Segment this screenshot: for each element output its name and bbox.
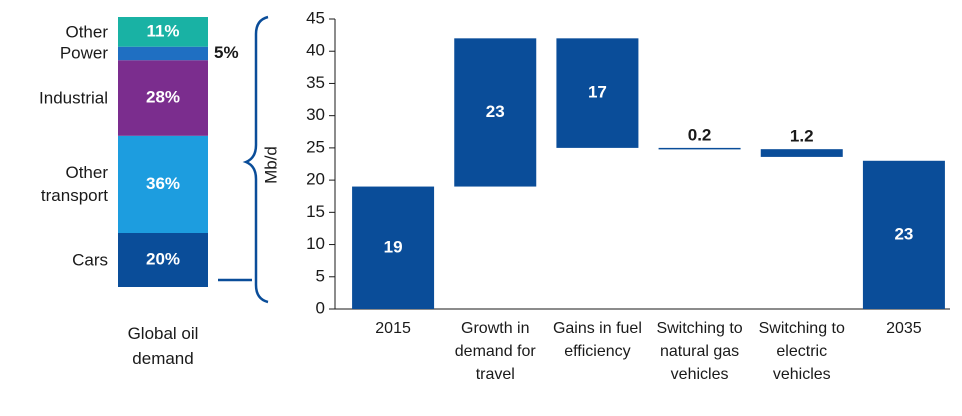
x-tick-label: 2035 <box>886 320 922 337</box>
x-tick-label: Gains in fuel efficiency <box>552 320 642 360</box>
bar <box>556 38 639 148</box>
value-label: 0.2 <box>688 125 712 144</box>
x-tick-label: Switching to electric vehicles <box>758 320 845 383</box>
segment-name: Industrial <box>39 88 108 108</box>
y-tick-label: 30 <box>306 105 325 124</box>
bar <box>352 186 435 309</box>
segment-name: Other transport <box>40 163 108 206</box>
value-label: 19 <box>384 237 403 256</box>
bar <box>454 38 537 187</box>
value-label: 20% <box>146 249 180 268</box>
value-label: 11% <box>146 21 179 40</box>
y-tick-label: 10 <box>306 234 325 253</box>
bar-segment <box>118 233 208 287</box>
bar-segment <box>118 60 208 136</box>
value-label: 28% <box>146 87 180 106</box>
segment-name: Power <box>59 43 108 63</box>
segment-name: Cars <box>72 250 108 270</box>
y-tick-label: 20 <box>306 170 325 189</box>
value-label: 23 <box>486 102 505 121</box>
y-tick-label: 25 <box>306 137 325 156</box>
y-tick-label: 40 <box>306 41 325 60</box>
bar-segment <box>118 135 208 233</box>
value-label: 1.2 <box>790 127 814 146</box>
x-tick-label: Global oil demand <box>127 324 199 368</box>
bar <box>862 160 945 309</box>
x-tick-label: Growth in demand for travel <box>454 320 536 383</box>
x-tick-label: Switching to natural gas vehicles <box>656 320 743 383</box>
value-label: 36% <box>146 174 180 193</box>
bracket <box>242 15 269 304</box>
y-tick-label: 15 <box>306 202 325 221</box>
y-tick-label: 5 <box>316 266 325 285</box>
y-tick-label: 0 <box>316 298 325 317</box>
y-tick-label: 35 <box>306 73 325 92</box>
bar-segment <box>118 46 208 61</box>
x-tick-label: 2015 <box>375 320 411 337</box>
value-label: 23 <box>894 224 913 243</box>
bar <box>760 149 843 157</box>
value-label: 5% <box>214 43 239 62</box>
bar <box>658 147 741 150</box>
y-axis-label: Mb/d <box>261 146 280 184</box>
value-label: 17 <box>588 83 607 102</box>
segment-name: Other <box>65 22 108 42</box>
y-tick-label: 45 <box>306 8 325 27</box>
bar-segment <box>118 17 208 47</box>
